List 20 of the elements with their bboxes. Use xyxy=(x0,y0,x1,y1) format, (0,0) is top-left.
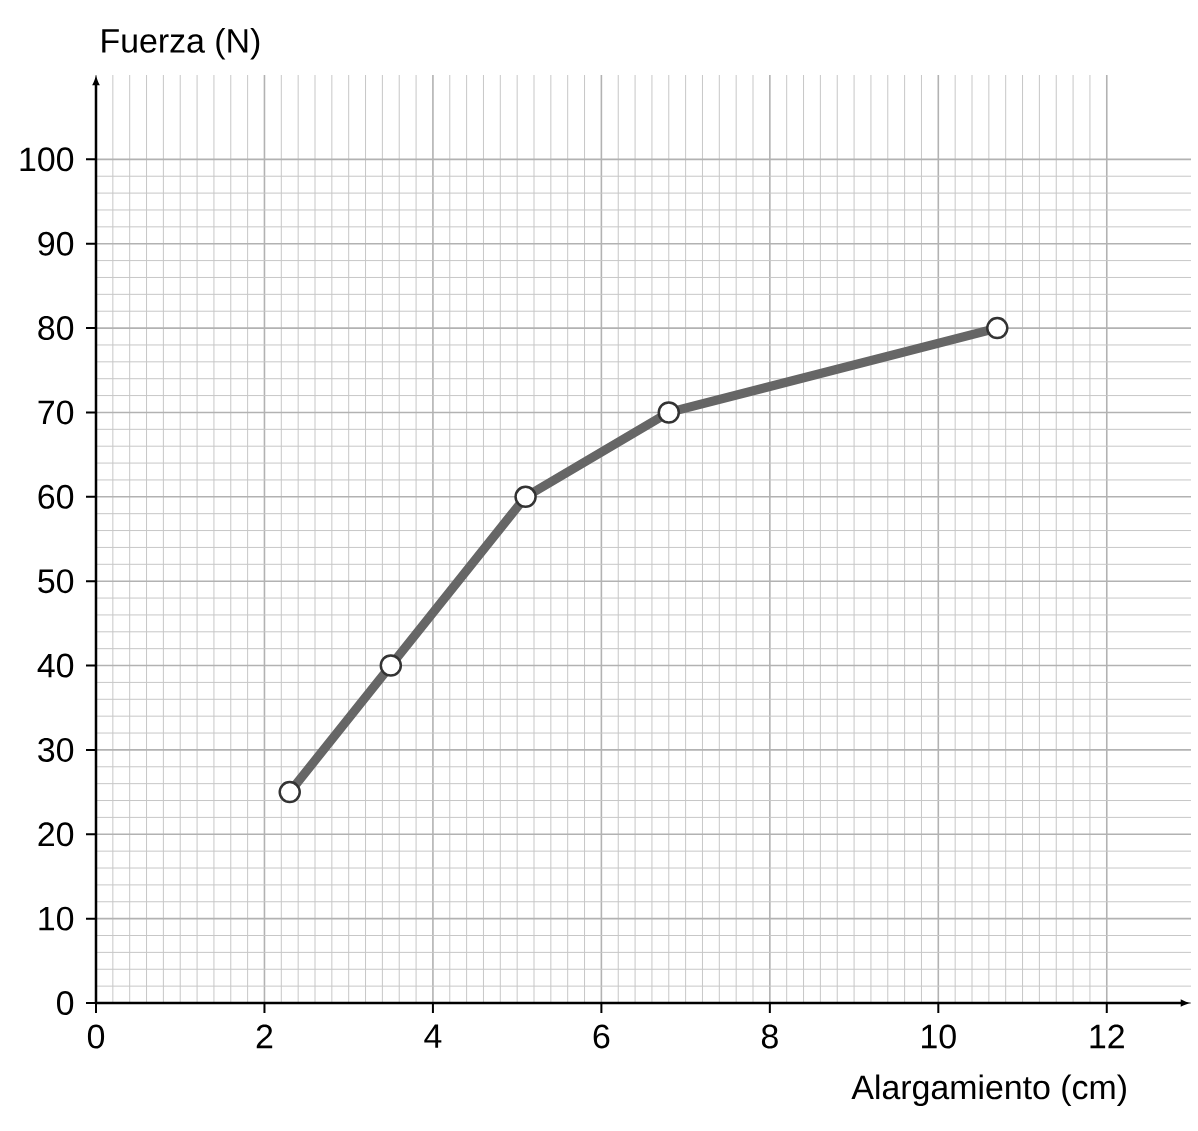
y-tick-label: 50 xyxy=(38,569,74,594)
y-tick-label: 30 xyxy=(38,737,74,762)
x-tick-label: 4 xyxy=(424,1024,442,1048)
x-tick-label: 8 xyxy=(761,1024,778,1049)
x-tick-label: 12 xyxy=(1090,1024,1124,1049)
y-tick-label: 100 xyxy=(20,147,74,172)
y-tick-label: 80 xyxy=(38,316,74,341)
x-tick-label: 2 xyxy=(256,1024,273,1049)
y-tick-label: 40 xyxy=(37,653,74,678)
x-tick-label: 0 xyxy=(87,1024,105,1049)
y-tick-label: 20 xyxy=(38,822,74,847)
x-axis-title: Alargamiento (cm) xyxy=(851,1074,1126,1107)
y-tick-label: 60 xyxy=(38,484,74,509)
x-tick-label: 6 xyxy=(593,1024,610,1049)
x-tick-label: 10 xyxy=(922,1024,956,1049)
y-tick-label: 70 xyxy=(38,400,74,425)
y-axis-title: Fuerza (N) xyxy=(102,27,260,60)
y-tick-label: 10 xyxy=(39,906,74,931)
y-tick-label: 0 xyxy=(57,991,74,1015)
y-tick-label: 90 xyxy=(38,231,74,256)
